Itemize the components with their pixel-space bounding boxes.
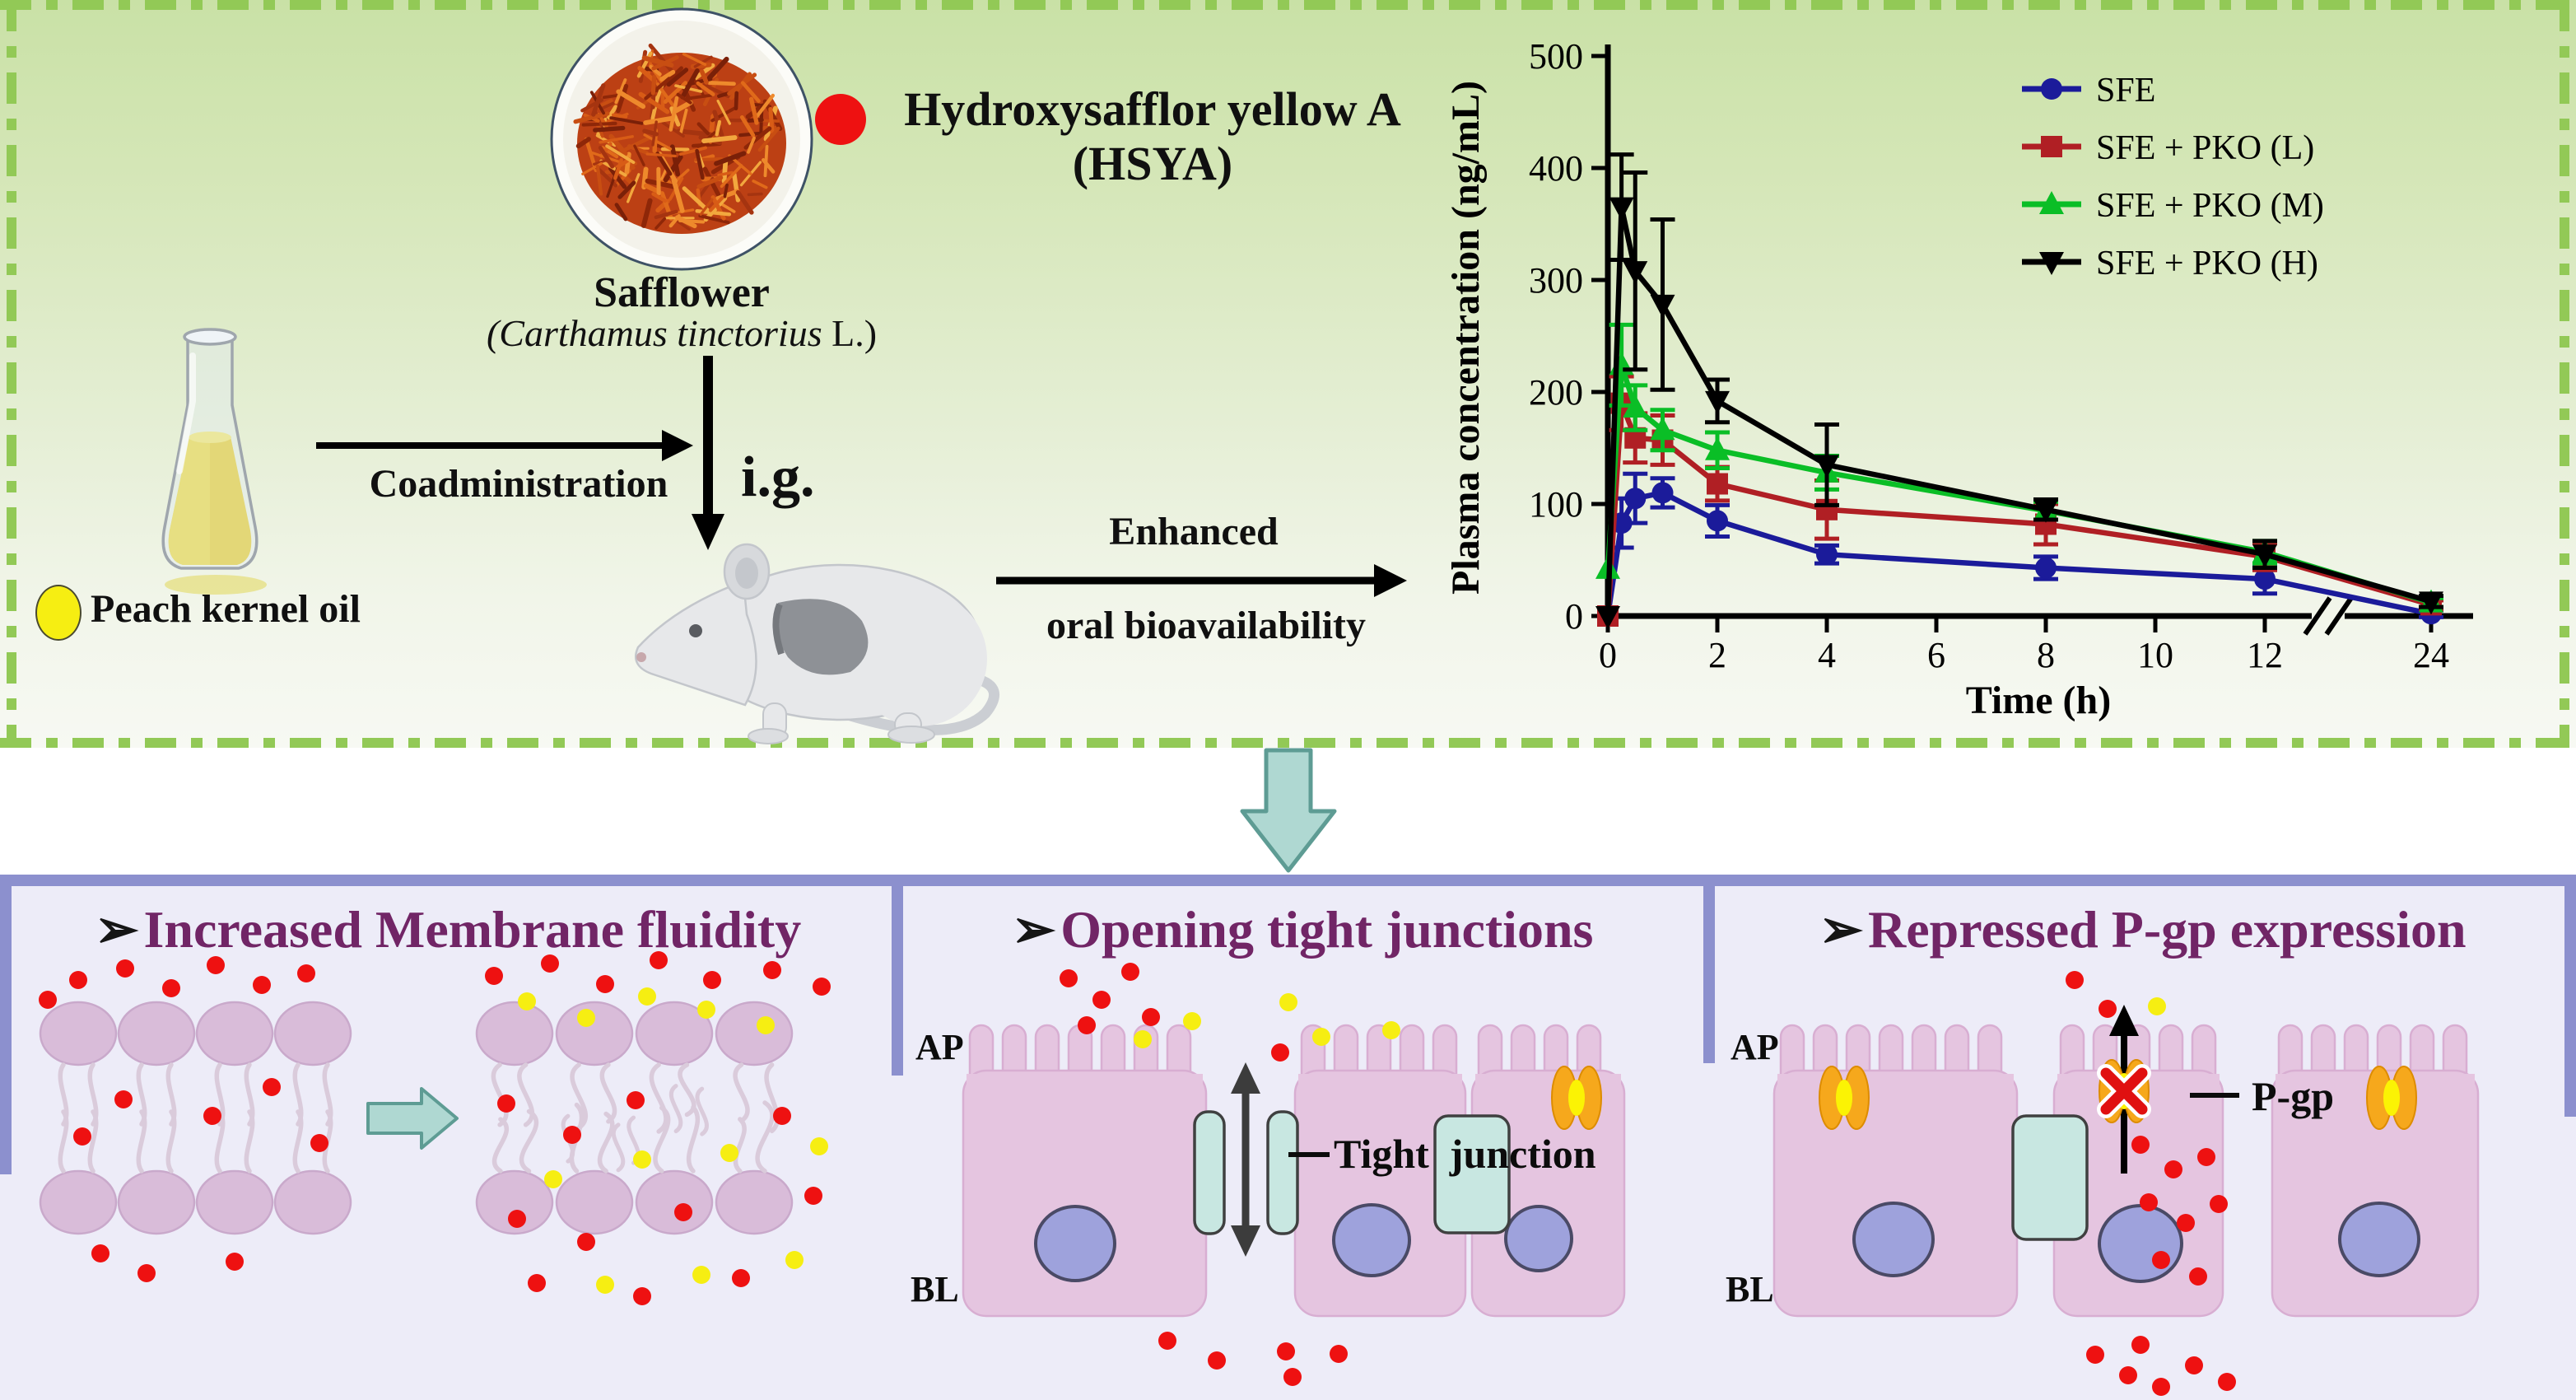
membrane-fluidity-figure (39, 951, 831, 1305)
svg-text:400: 400 (1529, 148, 1583, 189)
svg-text:SFE + PKO (H): SFE + PKO (H) (2096, 245, 2318, 282)
coadministration-arrow-icon (316, 430, 693, 461)
peach-oil-dot-icon (35, 585, 82, 641)
panel-separator-1 (892, 886, 903, 1076)
svg-text:0: 0 (1599, 635, 1617, 675)
pgp-transporter-icon (1551, 1066, 1602, 1130)
tight-junction-label: Tight junction (1334, 1131, 1596, 1177)
bullet-arrow-icon: ➢ (1819, 900, 1864, 959)
peach-oil-label: Peach kernel oil (91, 587, 361, 631)
hsya-label: Hydroxysafflor yellow A (HSYA) (885, 82, 1420, 191)
dashed-border-right (2560, 0, 2569, 748)
svg-text:SFE + PKO (M): SFE + PKO (M) (2096, 187, 2324, 225)
safflower-latin-name: (Carthamus tinctorius L.) (394, 311, 970, 355)
bl-label-panel3: BL (1726, 1269, 1774, 1309)
blocked-x-icon (2097, 1064, 2151, 1118)
hsya-line2: (HSYA) (1072, 137, 1233, 190)
pgp-transporter-icon (2366, 1066, 2417, 1130)
dashed-border-left (7, 0, 16, 748)
legend-item-SFE + PKO (M): SFE + PKO (M) (2022, 187, 2324, 225)
safflower-latin-roman: L.) (822, 312, 878, 354)
dashed-border-top (0, 0, 2576, 10)
svg-text:SFE + PKO (L): SFE + PKO (L) (2096, 129, 2314, 167)
dashed-border-bottom (0, 738, 2576, 748)
svg-text:24: 24 (2413, 635, 2449, 675)
svg-text:SFE: SFE (2096, 72, 2155, 110)
svg-text:10: 10 (2137, 635, 2173, 675)
svg-text:Plasma concentration (ng/mL): Plasma concentration (ng/mL) (1444, 81, 1488, 595)
hsya-dot-icon (815, 94, 866, 145)
panel-title-pgp-expression: ➢Repressed P-gp expression (1819, 900, 2467, 959)
enhanced-label-line1: Enhanced (1109, 510, 1279, 553)
coadministration-label: Coadministration (369, 462, 668, 506)
pgp-expression-figure: P-gp (1772, 971, 2480, 1396)
panel-title-tight-junctions: ➢Opening tight junctions (1011, 900, 1594, 959)
bullet-arrow-icon: ➢ (94, 900, 139, 959)
double-arrow-icon (1231, 1062, 1260, 1257)
svg-text:500: 500 (1529, 36, 1583, 77)
svg-text:Time (h): Time (h) (1966, 679, 2111, 722)
safflower-latin-italic: (Carthamus tinctorius (486, 312, 822, 354)
safflower-image (550, 7, 813, 271)
bottom-frame-right-stub (2564, 886, 2576, 1117)
series-SFE + PKO (H) (1595, 152, 2443, 629)
ap-label-panel2: AP (915, 1027, 964, 1067)
svg-text:6: 6 (1927, 635, 1945, 675)
series-SFE (1597, 471, 2443, 627)
svg-text:12: 12 (2247, 635, 2283, 675)
rat-icon (635, 543, 999, 744)
bl-label-panel2: BL (911, 1269, 959, 1309)
legend-item-SFE + PKO (H): SFE + PKO (H) (2022, 245, 2318, 282)
svg-text:0: 0 (1565, 596, 1583, 637)
panel-title-membrane-fluidity: ➢Increased Membrane fluidity (94, 900, 802, 959)
panel-separator-2 (1703, 886, 1715, 1063)
legend-item-SFE: SFE (2022, 72, 2155, 110)
ig-label: i.g. (741, 446, 815, 509)
top-panel: Safflower (Carthamus tinctorius L.) Hydr… (0, 0, 2576, 748)
enhanced-arrow-icon (996, 564, 1407, 597)
svg-text:100: 100 (1529, 484, 1583, 525)
tight-junctions-figure: Tight junction (962, 963, 1626, 1386)
bottom-frame-top (0, 875, 2576, 886)
flask-icon (161, 328, 267, 595)
svg-text:2: 2 (1708, 635, 1726, 675)
enhanced-label-line2: oral bioavailability (1046, 604, 1367, 647)
bottom-frame-left-stub (0, 886, 12, 1174)
ap-label-panel3: AP (1731, 1027, 1779, 1067)
section-down-arrow-icon (1240, 748, 1337, 873)
svg-text:300: 300 (1529, 260, 1583, 301)
svg-text:8: 8 (2037, 635, 2055, 675)
bullet-arrow-icon: ➢ (1011, 900, 1056, 959)
safflower-title: Safflower (594, 269, 770, 316)
pgp-label: P-gp (2252, 1073, 2334, 1119)
hsya-line1: Hydroxysafflor yellow A (904, 82, 1401, 136)
svg-text:4: 4 (1818, 635, 1836, 675)
pgp-transporter-icon (1819, 1066, 1870, 1130)
svg-text:200: 200 (1529, 372, 1583, 413)
legend-item-SFE + PKO (L): SFE + PKO (L) (2022, 129, 2314, 167)
ig-arrow-icon (692, 356, 724, 550)
